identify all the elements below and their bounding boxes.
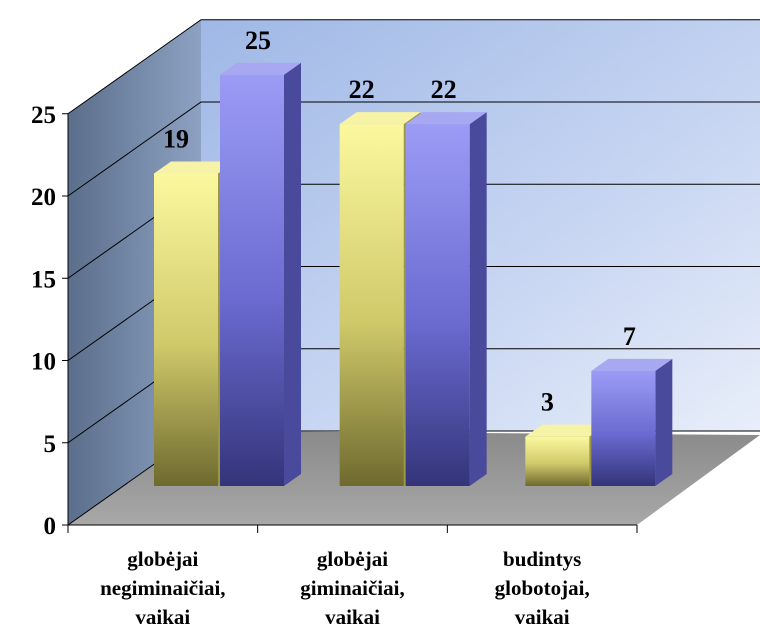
data-label: 22 xyxy=(349,75,375,104)
bar-front xyxy=(154,173,218,486)
data-label: 22 xyxy=(431,75,457,104)
x-category-label: negiminaičiai, xyxy=(100,576,225,600)
x-category-label: giminaičiai, xyxy=(300,576,404,600)
x-category-label: vaikai xyxy=(135,605,190,629)
x-category-label: vaikai xyxy=(325,605,380,629)
x-category-label: globotojai, xyxy=(495,576,590,600)
bar-front xyxy=(340,124,404,486)
data-label: 19 xyxy=(163,124,189,153)
bar-front xyxy=(591,371,655,486)
y-tick-label: 0 xyxy=(44,513,57,540)
bar xyxy=(591,359,672,486)
x-category-label: globėjai xyxy=(127,547,198,571)
x-category-label: vaikai xyxy=(515,605,570,629)
y-tick-label: 20 xyxy=(31,184,56,211)
x-category-label: budintys xyxy=(503,547,581,571)
data-label: 7 xyxy=(623,322,636,351)
bar xyxy=(406,112,487,486)
x-axis: globėjai negiminaičiai, vaikai globėjai gimi… xyxy=(68,525,637,629)
bar-side xyxy=(284,63,301,486)
bar xyxy=(220,63,301,486)
y-tick-label: 5 xyxy=(44,431,57,458)
y-axis: 0 5 10 15 20 25 xyxy=(31,102,68,540)
y-tick-label: 25 xyxy=(31,102,56,129)
x-category-label: globėjai xyxy=(317,547,388,571)
data-label: 3 xyxy=(541,388,554,417)
bar-side xyxy=(655,359,672,486)
y-tick-label: 10 xyxy=(31,349,56,376)
bar-front xyxy=(406,124,470,486)
bar-front xyxy=(525,437,589,486)
data-label: 25 xyxy=(245,26,271,55)
y-tick-label: 15 xyxy=(31,266,56,293)
bar-front xyxy=(220,75,284,486)
bar-side xyxy=(470,112,487,486)
